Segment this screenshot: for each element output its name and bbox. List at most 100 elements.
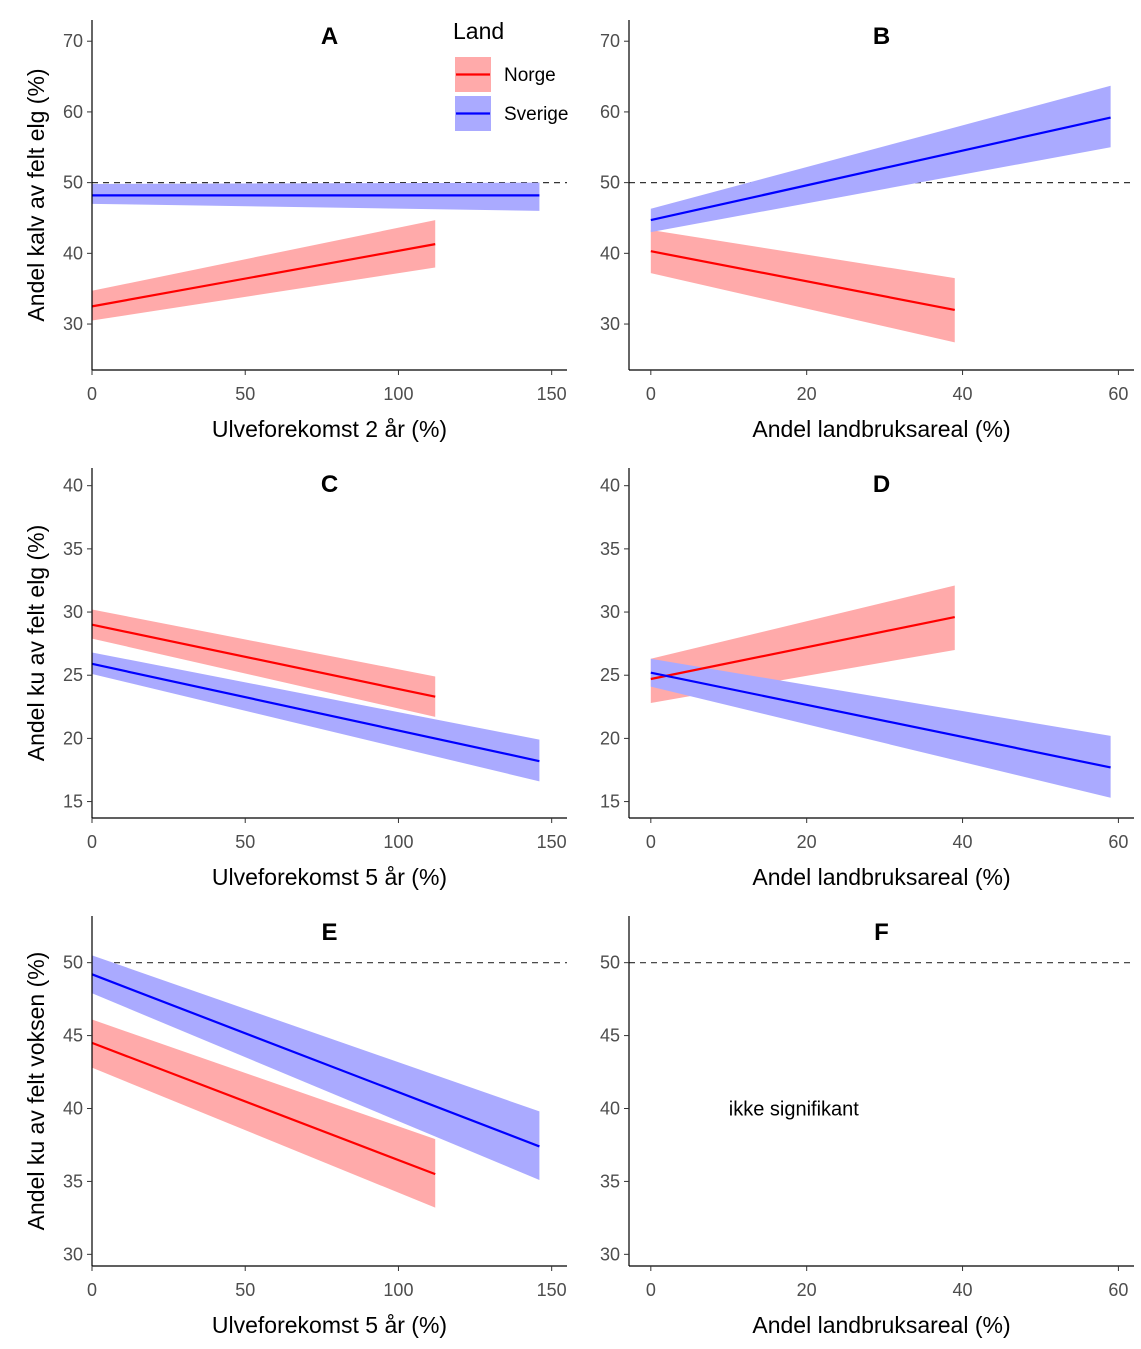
x-tick-label: 0 xyxy=(646,832,656,852)
x-tick-label: 50 xyxy=(235,384,255,404)
y-tick-label: 30 xyxy=(600,314,620,334)
y-axis-title: Andel ku av felt elg (%) xyxy=(23,525,49,762)
y-tick-label: 35 xyxy=(63,1171,83,1191)
y-tick-label: 35 xyxy=(600,539,620,559)
x-tick-label: 40 xyxy=(953,832,973,852)
y-tick-label: 70 xyxy=(63,31,83,51)
ci-band-norge xyxy=(92,1019,436,1208)
y-tick-label: 30 xyxy=(63,602,83,622)
y-tick-label: 35 xyxy=(63,539,83,559)
y-tick-label: 25 xyxy=(63,665,83,685)
ci-band-norge xyxy=(92,220,436,321)
y-tick-label: 30 xyxy=(600,602,620,622)
y-tick-label: 60 xyxy=(600,102,620,122)
ci-band-sverige xyxy=(92,955,540,1180)
series-line-sverige xyxy=(91,662,540,763)
x-tick-label: 100 xyxy=(383,1280,413,1300)
y-tick-label: 35 xyxy=(600,1171,620,1191)
x-tick-label: 60 xyxy=(1108,1280,1128,1300)
x-tick-label: 0 xyxy=(87,832,97,852)
x-tick-label: 50 xyxy=(235,832,255,852)
annotation-text: ikke signifikant xyxy=(729,1099,860,1121)
panel-title: E xyxy=(321,919,337,946)
y-tick-label: 40 xyxy=(600,243,620,263)
panel-title: B xyxy=(873,23,890,50)
y-tick-label: 50 xyxy=(600,173,620,193)
y-tick-label: 20 xyxy=(600,728,620,748)
panel-title: A xyxy=(321,23,338,50)
y-tick-label: 50 xyxy=(63,173,83,193)
series-line-sverige xyxy=(650,116,1111,222)
series-line-norge xyxy=(91,623,436,698)
legend-title: Land xyxy=(453,18,504,44)
x-axis-title: Ulveforekomst 5 år (%) xyxy=(212,864,447,890)
legend-label-sverige: Sverige xyxy=(504,104,568,125)
series-line-sverige xyxy=(650,671,1111,769)
x-axis-title: Andel landbruksareal (%) xyxy=(752,864,1010,890)
panel-b: 30 40 50 60 70 0 20 40 60 B Andel landbruksareal (… xyxy=(600,20,1134,442)
x-tick-label: 150 xyxy=(537,1280,567,1300)
x-tick-label: 150 xyxy=(537,384,567,404)
series-line-norge xyxy=(91,243,436,308)
x-tick-label: 0 xyxy=(646,384,656,404)
x-tick-label: 20 xyxy=(797,832,817,852)
x-axis-title: Ulveforekomst 5 år (%) xyxy=(212,1312,447,1338)
panel-title: C xyxy=(321,471,338,498)
x-axis-title: Andel landbruksareal (%) xyxy=(752,416,1010,442)
x-tick-label: 60 xyxy=(1108,832,1128,852)
panel-f: 30 35 40 45 50 0 20 40 60 F Andel landbruksareal (… xyxy=(600,916,1134,1338)
y-tick-label: 45 xyxy=(63,1026,83,1046)
legend-label-norge: Norge xyxy=(504,65,556,86)
x-axis-title: Ulveforekomst 2 år (%) xyxy=(212,416,447,442)
ci-band-norge xyxy=(92,609,436,717)
y-tick-label: 30 xyxy=(600,1244,620,1264)
y-tick-label: 40 xyxy=(63,243,83,263)
y-axis-title: Andel ku av felt voksen (%) xyxy=(23,952,49,1231)
y-tick-label: 70 xyxy=(600,31,620,51)
panel-title: F xyxy=(874,919,889,946)
ci-band-norge xyxy=(650,230,955,343)
ci-band-sverige xyxy=(92,182,540,211)
y-tick-label: 40 xyxy=(63,476,83,496)
ci-band-sverige xyxy=(650,658,1111,798)
y-tick-label: 15 xyxy=(600,792,620,812)
series-line-sverige xyxy=(91,973,540,1148)
y-tick-label: 40 xyxy=(600,476,620,496)
panel-d: 15 20 25 30 35 40 0 20 40 60 D Andel landbruksareal… xyxy=(600,468,1134,890)
ci-band-sverige xyxy=(650,85,1111,233)
panel-c: 15 20 25 30 35 40 0 50 100 150 C Ulveforekomst 5 år… xyxy=(23,468,567,890)
y-axis-title: Andel kalv av felt elg (%) xyxy=(23,68,49,321)
x-tick-label: 0 xyxy=(87,384,97,404)
series-line-norge xyxy=(650,250,955,311)
x-axis-title: Andel landbruksareal (%) xyxy=(752,1312,1010,1338)
x-tick-label: 100 xyxy=(383,384,413,404)
x-tick-label: 20 xyxy=(797,384,817,404)
y-tick-label: 45 xyxy=(600,1026,620,1046)
y-tick-label: 15 xyxy=(63,792,83,812)
y-tick-label: 25 xyxy=(600,665,620,685)
y-tick-label: 30 xyxy=(63,314,83,334)
x-tick-label: 0 xyxy=(87,1280,97,1300)
ci-band-sverige xyxy=(92,652,540,782)
x-tick-label: 40 xyxy=(953,384,973,404)
series-line-norge xyxy=(91,1041,436,1176)
x-tick-label: 150 xyxy=(537,832,567,852)
y-tick-label: 60 xyxy=(63,102,83,122)
y-tick-label: 40 xyxy=(600,1099,620,1119)
panel-e: 30 35 40 45 50 0 50 100 150 E Ulveforekomst 5 år (… xyxy=(23,916,567,1338)
x-tick-label: 40 xyxy=(953,1280,973,1300)
y-tick-label: 20 xyxy=(63,728,83,748)
x-tick-label: 20 xyxy=(797,1280,817,1300)
y-tick-label: 50 xyxy=(63,953,83,973)
y-tick-label: 30 xyxy=(63,1244,83,1264)
y-tick-label: 50 xyxy=(600,953,620,973)
series-line-norge xyxy=(650,616,955,681)
x-tick-label: 100 xyxy=(383,832,413,852)
panel-a: 30 40 50 60 70 0 50 100 150 A Ulveforekomst 2 år (… xyxy=(23,20,567,442)
x-tick-label: 50 xyxy=(235,1280,255,1300)
y-tick-label: 40 xyxy=(63,1099,83,1119)
x-tick-label: 0 xyxy=(646,1280,656,1300)
x-tick-label: 60 xyxy=(1108,384,1128,404)
